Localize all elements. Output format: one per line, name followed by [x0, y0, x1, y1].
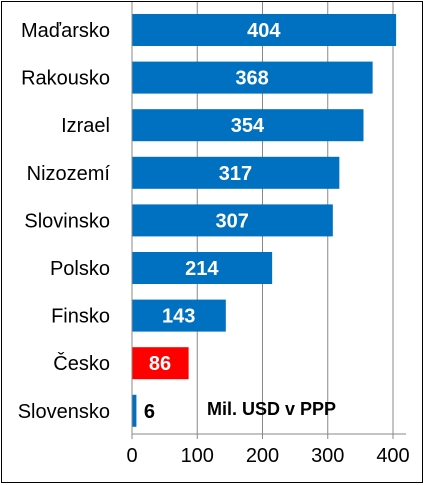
value-labels: 404 368 354 317 307 214 143 86 6 [144, 20, 281, 423]
tick-label-0: 0 [126, 445, 137, 467]
tick-label-300: 300 [311, 445, 344, 467]
value-label-slovensko: 6 [144, 401, 155, 423]
category-label-finsko: Finsko [51, 306, 110, 328]
unit-annotation: Mil. USD v PPP [207, 399, 336, 419]
category-label-slovinsko: Slovinsko [24, 210, 110, 232]
value-label-polsko: 214 [185, 258, 219, 280]
tick-label-100: 100 [181, 445, 214, 467]
category-label-madarsko: Maďarsko [21, 20, 110, 42]
x-axis-ticks: 0 100 200 300 400 [126, 434, 410, 467]
tick-label-400: 400 [376, 445, 409, 467]
category-label-slovensko: Slovensko [18, 401, 110, 423]
category-label-cesko: Česko [53, 352, 110, 375]
bar-finsko [132, 299, 226, 332]
bar-nizozemi [132, 156, 340, 189]
bar-slovensko [132, 394, 137, 427]
bars [132, 14, 397, 427]
bar-rakousko [132, 61, 373, 94]
value-label-madarsko: 404 [247, 20, 281, 42]
category-label-polsko: Polsko [50, 258, 110, 280]
category-label-rakousko: Rakousko [21, 68, 110, 90]
bar-madarsko [132, 14, 397, 46]
value-label-nizozemi: 317 [219, 163, 252, 185]
category-label-nizozemi: Nizozemí [27, 163, 111, 185]
value-label-izrael: 354 [231, 115, 265, 137]
value-label-slovinsko: 307 [215, 210, 248, 232]
tick-label-200: 200 [246, 445, 279, 467]
category-labels: Maďarsko Rakousko Izrael Nizozemí Slovinsko P… [18, 20, 111, 423]
bar-slovinsko [132, 204, 333, 237]
category-label-izrael: Izrael [61, 115, 110, 137]
bar-polsko [132, 252, 273, 284]
bar-cesko [132, 347, 189, 380]
value-label-cesko: 86 [149, 353, 171, 375]
bar-izrael [132, 109, 364, 142]
value-label-finsko: 143 [162, 306, 195, 328]
value-label-rakousko: 368 [235, 68, 268, 90]
